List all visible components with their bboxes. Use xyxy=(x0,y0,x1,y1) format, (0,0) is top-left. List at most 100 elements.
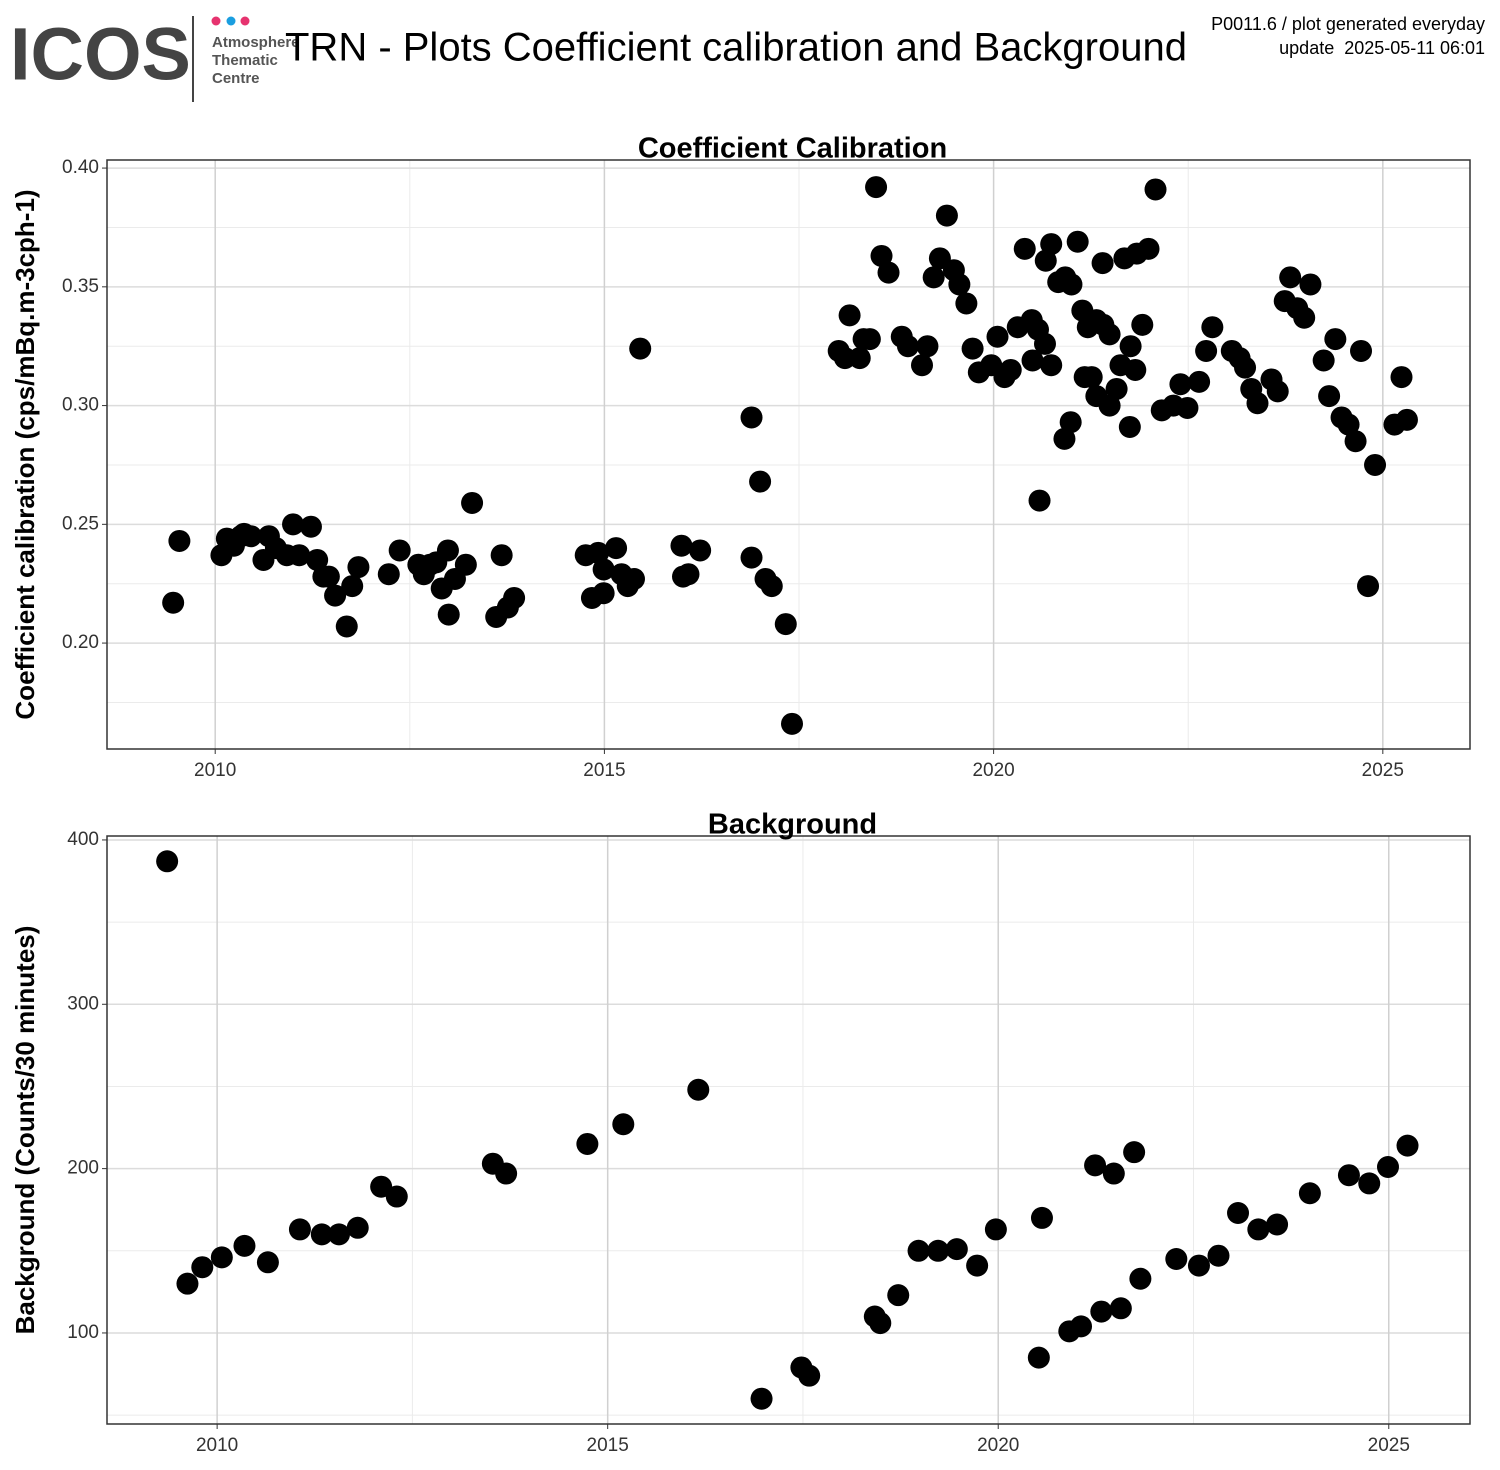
point xyxy=(999,358,1022,381)
point xyxy=(677,563,700,586)
point xyxy=(1350,339,1373,362)
point xyxy=(1028,489,1051,512)
point xyxy=(1293,306,1316,329)
point xyxy=(436,539,459,562)
logo-dot xyxy=(211,16,221,26)
point xyxy=(1053,427,1076,450)
header-note: P0011.6 / plot generated everyday xyxy=(1211,14,1485,34)
point xyxy=(587,541,610,564)
plot-background xyxy=(107,836,1470,1424)
x-tick-label: 2010 xyxy=(196,1435,238,1456)
point xyxy=(256,1251,279,1274)
point xyxy=(896,335,919,358)
y-axis-label: Coefficient calibration (cps/mBq.m-3cph-… xyxy=(10,189,40,719)
point xyxy=(870,244,893,267)
point xyxy=(156,850,179,873)
point xyxy=(1357,575,1380,598)
point xyxy=(490,544,513,567)
point xyxy=(288,544,311,567)
x-tick-label: 2025 xyxy=(1362,760,1404,781)
point xyxy=(966,1254,989,1277)
point xyxy=(282,513,305,536)
point xyxy=(984,1218,1007,1241)
logo-dot xyxy=(226,16,236,26)
logo-text: ICOS xyxy=(10,13,191,96)
chart-title: Coefficient Calibration xyxy=(638,133,947,165)
point xyxy=(1201,316,1224,339)
point xyxy=(927,1239,950,1262)
point xyxy=(310,1223,333,1246)
point xyxy=(1033,332,1056,355)
point xyxy=(1169,373,1192,396)
chart-title: Background xyxy=(708,809,877,841)
point xyxy=(774,613,797,636)
point xyxy=(1376,1155,1399,1178)
point xyxy=(848,347,871,370)
point xyxy=(1131,313,1154,336)
point xyxy=(1266,1213,1289,1236)
point xyxy=(1395,408,1418,431)
point xyxy=(1034,249,1057,272)
point xyxy=(622,567,645,590)
y-tick-label: 0.40 xyxy=(62,157,99,178)
point xyxy=(1105,377,1128,400)
point xyxy=(1195,339,1218,362)
point xyxy=(749,470,772,493)
point xyxy=(168,529,191,552)
point xyxy=(1030,1206,1053,1229)
plot-border xyxy=(106,159,1471,750)
point xyxy=(176,1272,199,1295)
point xyxy=(377,563,400,586)
x-tick-label: 2020 xyxy=(972,760,1014,781)
point xyxy=(740,546,763,569)
point xyxy=(935,204,958,227)
point xyxy=(1299,273,1322,296)
point xyxy=(877,261,900,284)
point xyxy=(1234,356,1257,379)
y-tick-label: 0.25 xyxy=(62,513,99,534)
y-tick-label: 200 xyxy=(67,1158,99,1179)
point xyxy=(388,539,411,562)
point xyxy=(1364,453,1387,476)
point xyxy=(781,712,804,735)
point xyxy=(240,525,263,548)
point xyxy=(1279,266,1302,289)
point xyxy=(916,335,939,358)
logo-line: Atmosphere xyxy=(212,34,300,51)
point xyxy=(327,1223,350,1246)
point xyxy=(1188,370,1211,393)
point xyxy=(1066,230,1089,253)
point xyxy=(1098,394,1121,417)
point xyxy=(907,1239,930,1262)
point xyxy=(1123,1141,1146,1164)
point xyxy=(1358,1172,1381,1195)
point xyxy=(670,534,693,557)
y-tick-label: 0.20 xyxy=(62,632,99,653)
point xyxy=(341,575,364,598)
x-tick-label: 2010 xyxy=(194,760,236,781)
point xyxy=(347,556,370,579)
point xyxy=(865,176,888,199)
y-tick-label: 400 xyxy=(67,829,99,850)
point xyxy=(1247,1218,1270,1241)
point xyxy=(306,548,329,571)
y-tick-label: 300 xyxy=(67,993,99,1014)
point xyxy=(437,603,460,626)
x-tick-label: 2015 xyxy=(587,1435,629,1456)
point xyxy=(1129,1267,1152,1290)
point xyxy=(1227,1201,1250,1224)
point xyxy=(1060,273,1083,296)
point xyxy=(1144,178,1167,201)
logo-line: Thematic xyxy=(212,52,278,69)
y-tick-label: 0.30 xyxy=(62,395,99,416)
point xyxy=(370,1175,393,1198)
plot-background xyxy=(107,160,1470,749)
point xyxy=(750,1387,773,1410)
point xyxy=(1109,1297,1132,1320)
x-tick-label: 2020 xyxy=(977,1435,1019,1456)
point xyxy=(1390,366,1413,389)
plot-border xyxy=(106,835,1471,1425)
header-update: update 2025-05-11 06:01 xyxy=(1279,38,1485,58)
point xyxy=(576,1132,599,1155)
